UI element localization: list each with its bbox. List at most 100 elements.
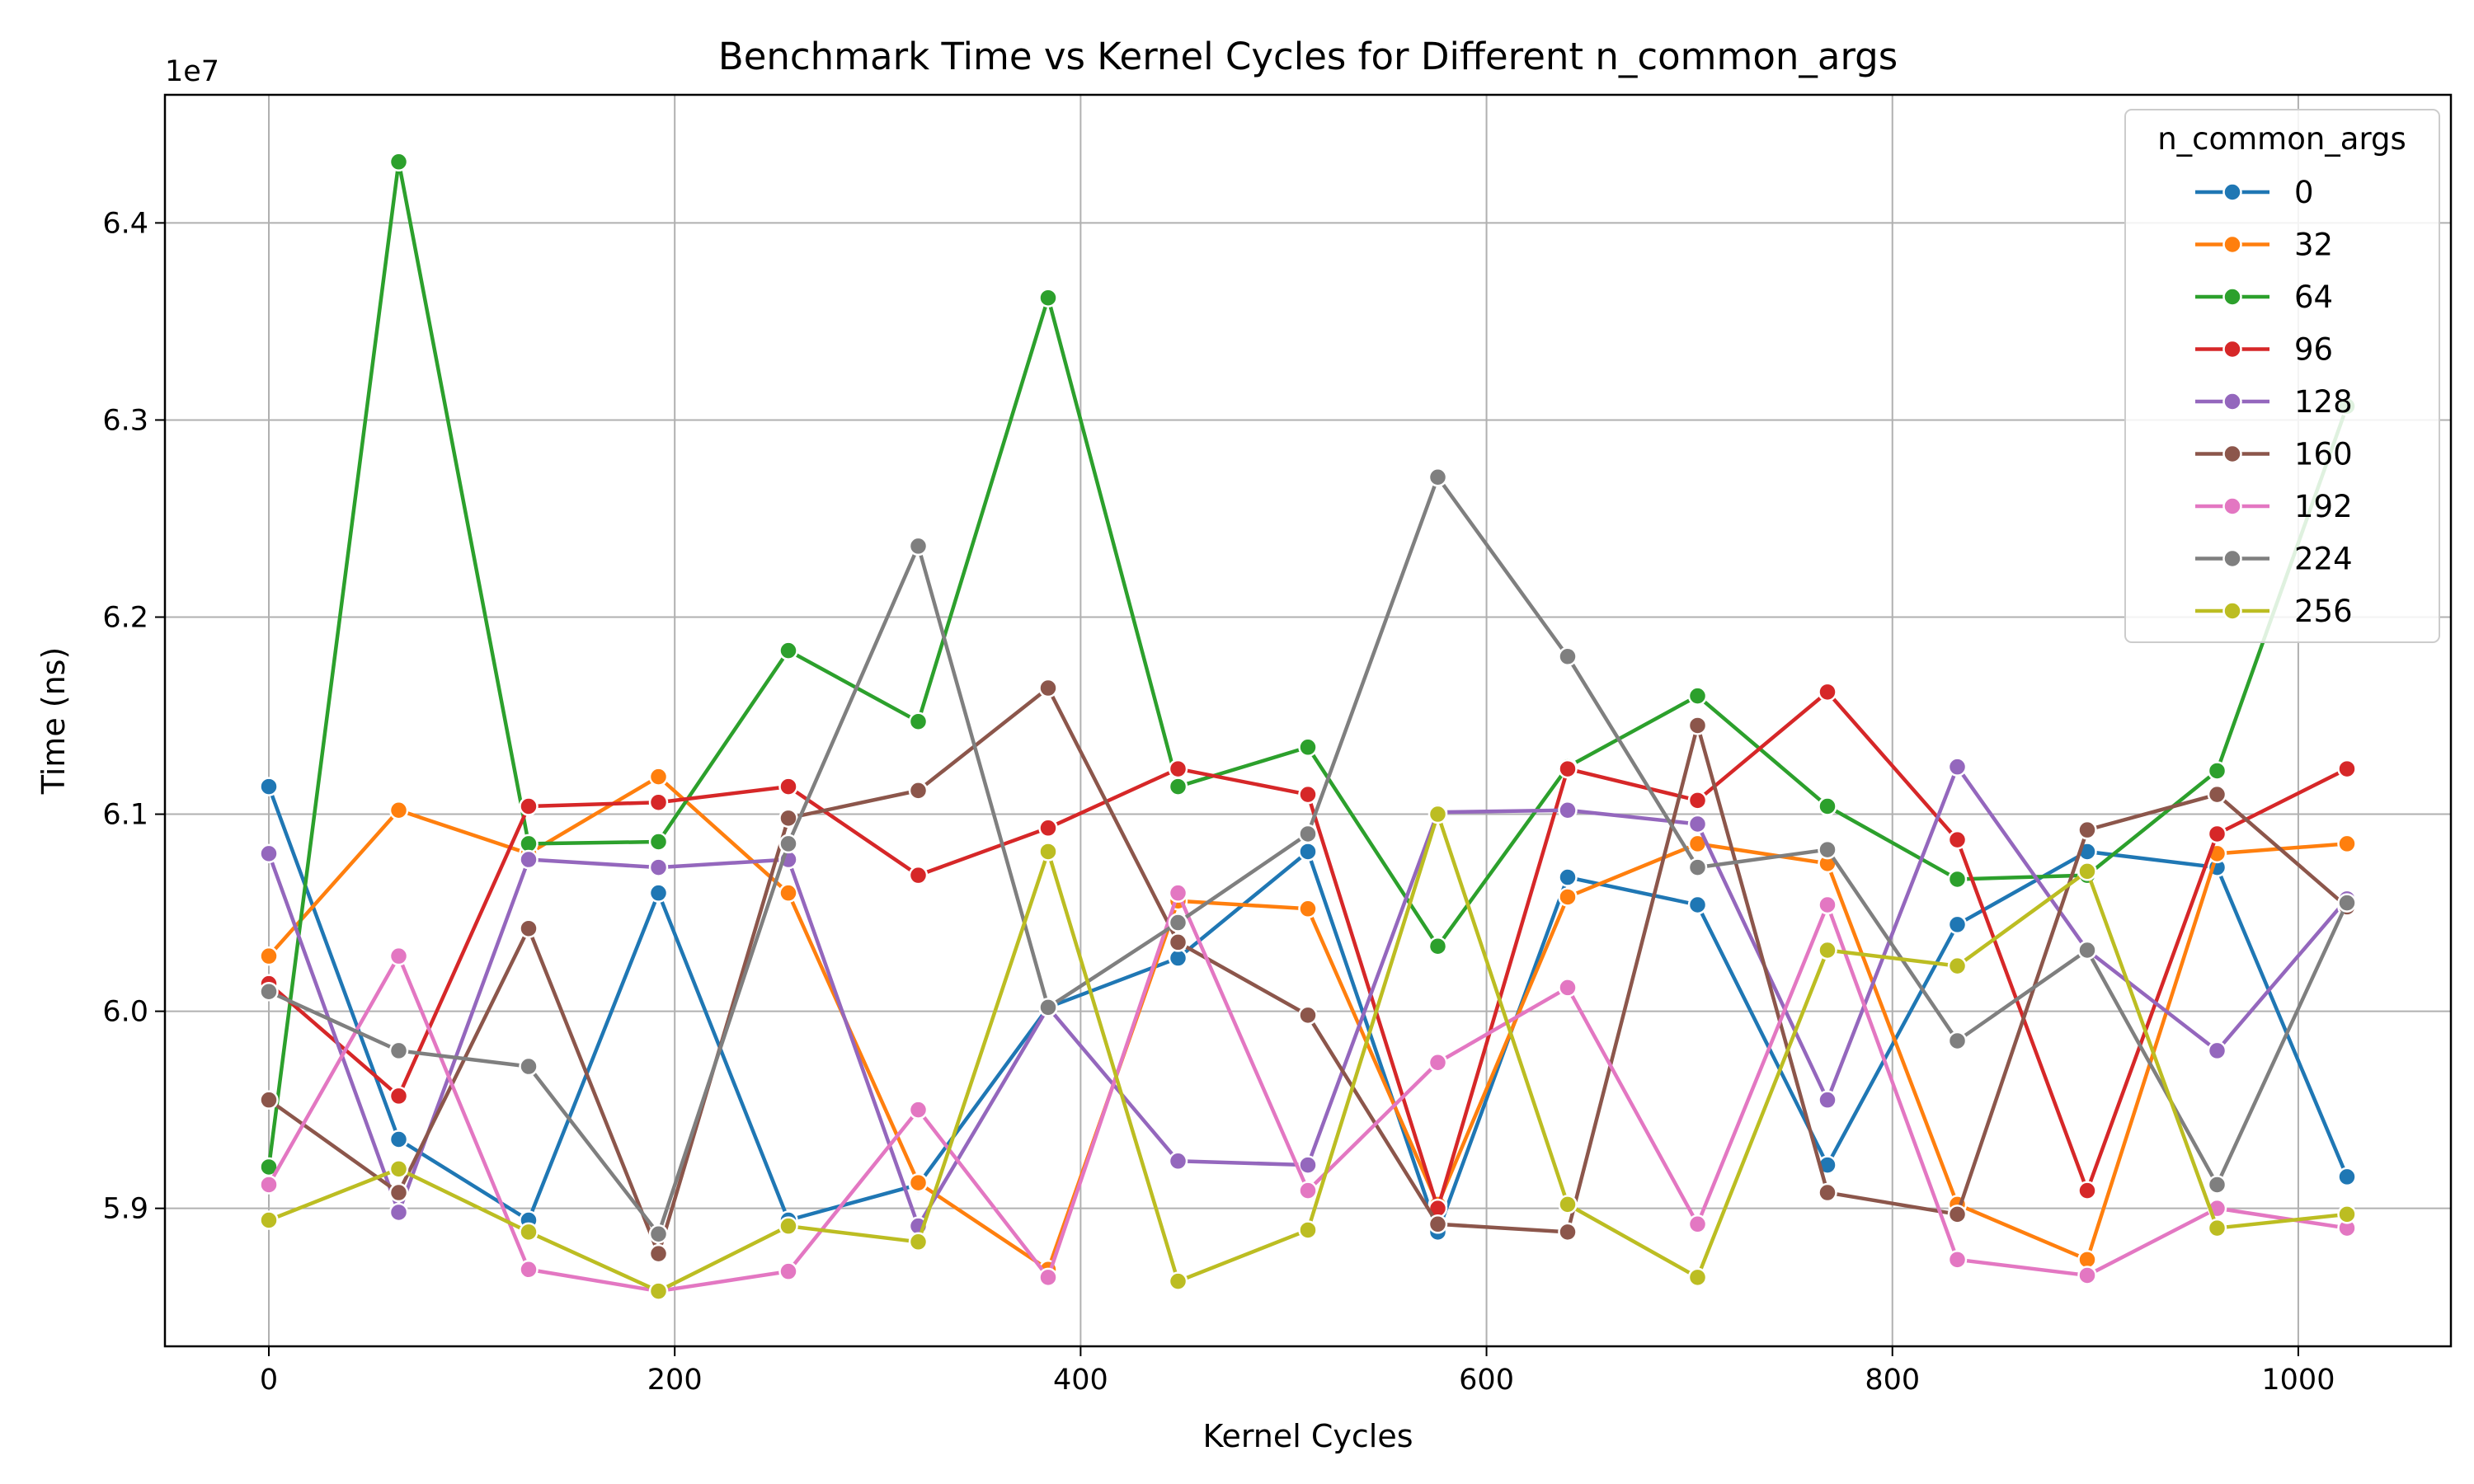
legend-marker xyxy=(2222,548,2242,569)
data-point xyxy=(908,536,929,556)
data-point xyxy=(2207,1175,2227,1195)
x-tick-label: 600 xyxy=(1459,1364,1514,1397)
legend-marker xyxy=(2222,287,2242,307)
data-point xyxy=(519,1222,539,1242)
data-point xyxy=(648,1223,669,1244)
data-point xyxy=(1427,1214,1448,1234)
data-point xyxy=(1818,796,1837,816)
legend-label: 64 xyxy=(2294,279,2333,315)
data-point xyxy=(778,883,798,903)
legend-item: 192 xyxy=(2195,489,2353,524)
data-point xyxy=(908,1232,929,1252)
data-point xyxy=(2207,761,2227,781)
data-point xyxy=(1298,1181,1318,1200)
series-layer xyxy=(259,152,2357,1301)
legend-marker xyxy=(2222,444,2242,464)
data-point xyxy=(1168,758,1188,779)
data-point xyxy=(1818,682,1837,702)
y-tick-label: 6.2 xyxy=(102,601,148,634)
data-point xyxy=(648,792,669,812)
data-point xyxy=(388,1182,409,1203)
grid xyxy=(165,95,2451,1346)
data-point xyxy=(778,808,798,829)
data-point xyxy=(908,1172,929,1193)
data-point xyxy=(1038,842,1058,862)
legend-item: 256 xyxy=(2195,594,2353,629)
legend-item: 160 xyxy=(2195,437,2353,472)
data-point xyxy=(1168,948,1188,968)
legend-title: n_common_args xyxy=(2157,121,2406,157)
legend-item: 64 xyxy=(2195,279,2333,315)
data-point xyxy=(1298,737,1318,758)
x-tick-label: 800 xyxy=(1865,1364,1920,1397)
data-point xyxy=(1038,678,1058,698)
data-point xyxy=(1947,914,1968,935)
legend-item: 128 xyxy=(2195,384,2353,420)
data-point xyxy=(1818,1090,1837,1110)
data-point xyxy=(1298,899,1318,919)
data-point xyxy=(2077,1266,2097,1285)
data-point xyxy=(2077,1181,2097,1200)
data-point xyxy=(1818,1182,1837,1203)
data-point xyxy=(1947,1250,1968,1270)
series-96 xyxy=(259,682,2357,1219)
data-point xyxy=(1947,757,1968,777)
data-point xyxy=(2207,1040,2227,1061)
legend-item: 0 xyxy=(2195,175,2314,210)
x-tick-label: 1000 xyxy=(2261,1364,2335,1397)
legend-item: 32 xyxy=(2195,228,2333,263)
data-point xyxy=(2077,940,2097,960)
data-point xyxy=(388,1086,409,1106)
data-point xyxy=(519,1056,539,1077)
data-point xyxy=(1298,784,1318,805)
data-point xyxy=(1687,1267,1708,1288)
data-point xyxy=(259,1210,279,1230)
data-point xyxy=(388,1159,409,1179)
series-64 xyxy=(259,152,2357,1177)
data-point xyxy=(1298,1005,1318,1026)
data-point xyxy=(908,1100,929,1120)
data-point xyxy=(1947,956,1968,976)
data-point xyxy=(1687,686,1708,706)
data-point xyxy=(519,834,539,854)
legend-marker xyxy=(2222,182,2242,202)
data-point xyxy=(1818,895,1837,915)
data-point xyxy=(648,1243,669,1264)
legend-marker xyxy=(2222,234,2242,255)
data-point xyxy=(1558,978,1578,998)
legend-marker xyxy=(2222,496,2242,516)
legend-label: 160 xyxy=(2294,437,2353,472)
legend-marker xyxy=(2222,392,2242,411)
data-point xyxy=(2337,758,2357,779)
data-point xyxy=(1687,1214,1708,1234)
data-point xyxy=(778,834,798,854)
legend-label: 128 xyxy=(2294,384,2353,420)
data-point xyxy=(259,843,279,864)
data-point xyxy=(1168,932,1188,952)
data-point xyxy=(778,641,798,660)
data-point xyxy=(908,711,929,731)
data-point xyxy=(2207,784,2227,805)
data-point xyxy=(388,1202,409,1223)
data-point xyxy=(2337,1205,2357,1224)
data-point xyxy=(1687,716,1708,735)
data-point xyxy=(648,857,669,877)
data-point xyxy=(908,781,929,801)
data-point xyxy=(259,981,279,1002)
legend-label: 0 xyxy=(2294,175,2314,210)
x-tick-label: 0 xyxy=(260,1364,278,1397)
series-224 xyxy=(259,467,2357,1244)
data-point xyxy=(1818,839,1837,860)
data-point xyxy=(1038,998,1058,1017)
data-point xyxy=(648,883,669,903)
data-point xyxy=(2207,1218,2227,1238)
data-point xyxy=(1168,913,1188,932)
data-point xyxy=(2077,862,2097,881)
data-point xyxy=(1687,857,1708,877)
y-offset-label: 1e7 xyxy=(165,55,219,88)
x-axis: 0 200 400 600 800 1000 xyxy=(260,1346,2335,1397)
data-point xyxy=(1038,818,1058,838)
data-point xyxy=(1558,646,1578,667)
data-point xyxy=(648,767,669,787)
